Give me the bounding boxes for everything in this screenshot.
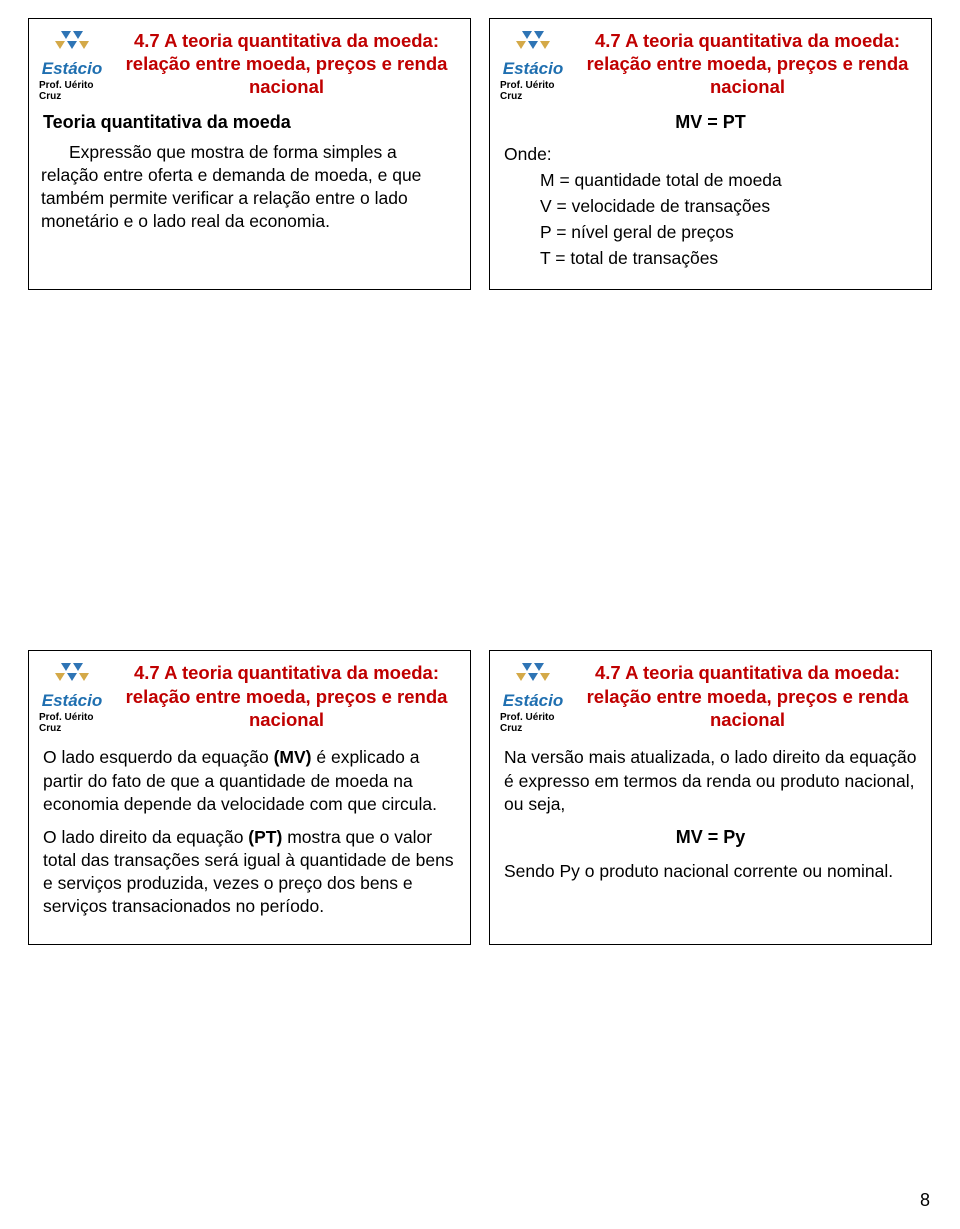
text: O lado direito da equação (43, 827, 248, 847)
logo-stack: Estácio Prof. Uérito Cruz (500, 661, 566, 734)
prof-label: Prof. Uérito Cruz (500, 712, 566, 734)
bold-mv: (MV) (274, 747, 312, 767)
logo-stack: Estácio Prof. Uérito Cruz (500, 29, 566, 102)
brand-label: Estácio (503, 691, 563, 711)
equation-mvpt: MV = PT (500, 112, 921, 133)
def-t: T = total de transações (504, 247, 917, 270)
prof-label: Prof. Uérito Cruz (39, 712, 105, 734)
slide4-body: Na versão mais atualizada, o lado direit… (500, 744, 921, 882)
slide-title: 4.7 A teoria quantitativa da moeda: rela… (113, 29, 460, 98)
text: O lado esquerdo da equação (43, 747, 274, 767)
estacio-logo-icon (51, 29, 93, 57)
slide-title: 4.7 A teoria quantitativa da moeda: rela… (574, 661, 921, 730)
slide2-body: Onde: M = quantidade total de moeda V = … (500, 141, 921, 270)
slide3-p1: O lado esquerdo da equação (MV) é explic… (43, 746, 456, 815)
slide-header: Estácio Prof. Uérito Cruz 4.7 A teoria q… (500, 29, 921, 102)
slide-1: Estácio Prof. Uérito Cruz 4.7 A teoria q… (28, 18, 471, 290)
slide3-p2: O lado direito da equação (PT) mostra qu… (43, 826, 456, 918)
estacio-logo-icon (51, 661, 93, 689)
slide-4: Estácio Prof. Uérito Cruz 4.7 A teoria q… (489, 650, 932, 945)
slide-header: Estácio Prof. Uérito Cruz 4.7 A teoria q… (39, 29, 460, 102)
bold-pt: (PT) (248, 827, 282, 847)
prof-label: Prof. Uérito Cruz (39, 80, 105, 102)
slide-3: Estácio Prof. Uérito Cruz 4.7 A teoria q… (28, 650, 471, 945)
brand-label: Estácio (503, 59, 563, 79)
slide4-p1: Na versão mais atualizada, o lado direit… (504, 746, 917, 815)
prof-label: Prof. Uérito Cruz (500, 80, 566, 102)
onde-label: Onde: (504, 144, 552, 164)
logo-stack: Estácio Prof. Uérito Cruz (39, 29, 105, 102)
slide-title: 4.7 A teoria quantitativa da moeda: rela… (113, 661, 460, 730)
brand-label: Estácio (42, 691, 102, 711)
slide-header: Estácio Prof. Uérito Cruz 4.7 A teoria q… (39, 661, 460, 734)
slide1-subtitle: Teoria quantitativa da moeda (43, 112, 460, 133)
slide4-p2: Sendo Py o produto nacional corrente ou … (504, 860, 917, 883)
brand-label: Estácio (42, 59, 102, 79)
slide-header: Estácio Prof. Uérito Cruz 4.7 A teoria q… (500, 661, 921, 734)
def-v: V = velocidade de transações (504, 195, 917, 218)
def-p: P = nível geral de preços (504, 221, 917, 244)
slide1-body: Expressão que mostra de forma simples a … (39, 139, 460, 233)
estacio-logo-icon (512, 29, 554, 57)
estacio-logo-icon (512, 661, 554, 689)
slide-2: Estácio Prof. Uérito Cruz 4.7 A teoria q… (489, 18, 932, 290)
slide3-body: O lado esquerdo da equação (MV) é explic… (39, 744, 460, 918)
page-number: 8 (920, 1190, 930, 1211)
def-m: M = quantidade total de moeda (504, 169, 917, 192)
slide-title: 4.7 A teoria quantitativa da moeda: rela… (574, 29, 921, 98)
logo-stack: Estácio Prof. Uérito Cruz (39, 661, 105, 734)
equation-mvpy: MV = Py (504, 826, 917, 850)
